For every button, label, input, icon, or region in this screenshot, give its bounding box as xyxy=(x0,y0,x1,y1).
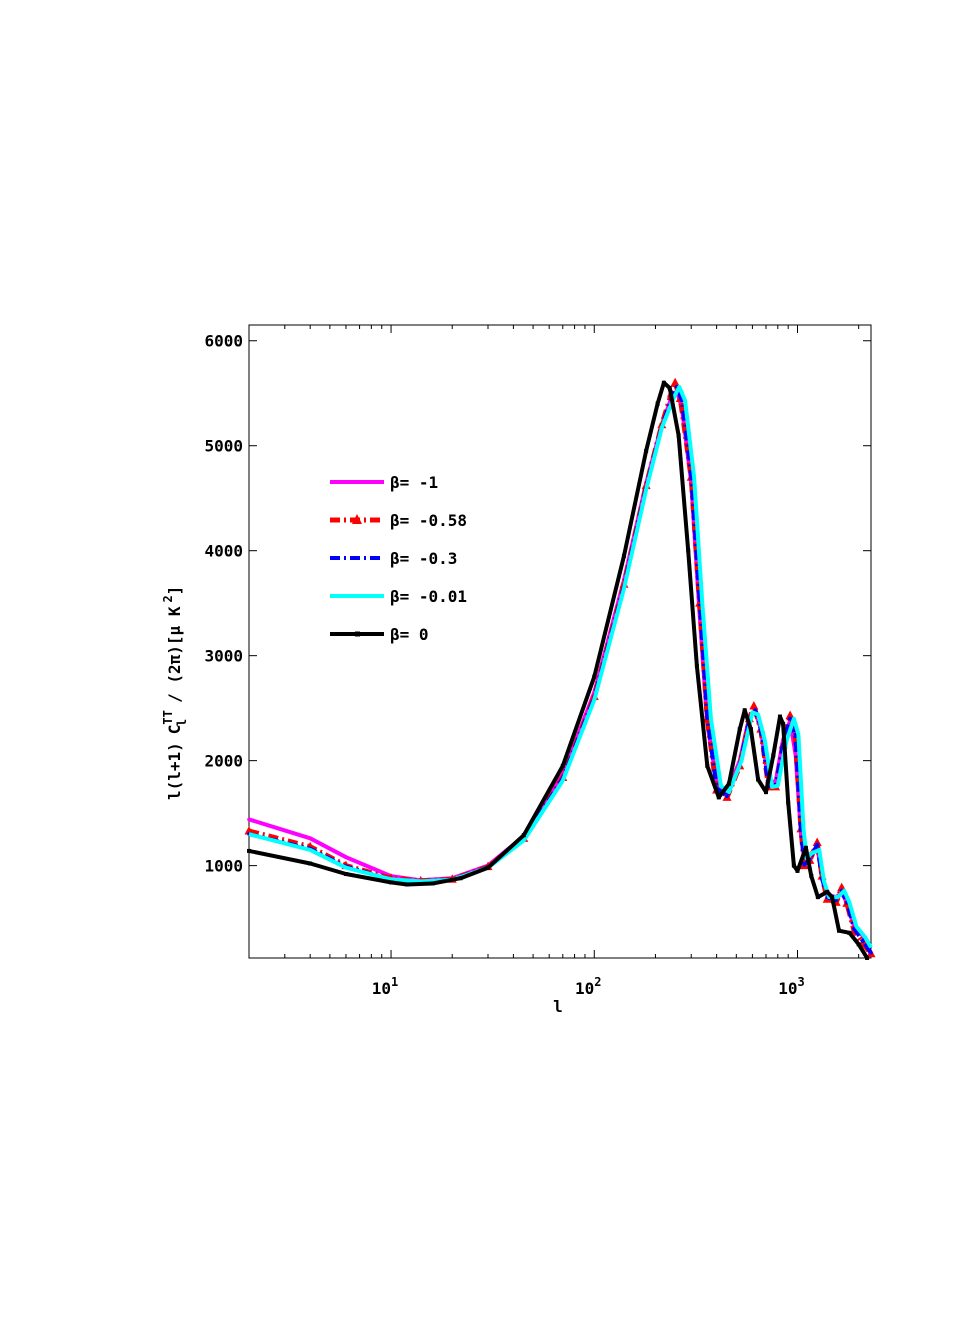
data-point xyxy=(676,433,681,438)
legend-label: β= 0 xyxy=(390,625,429,644)
data-point xyxy=(847,930,852,935)
y-tick-label: 4000 xyxy=(204,542,243,561)
legend-entry: β= -0.3 xyxy=(330,549,457,568)
series-line xyxy=(248,380,869,960)
y-tick-label: 2000 xyxy=(204,752,243,771)
data-point xyxy=(343,872,348,877)
data-point xyxy=(521,833,526,838)
data-point xyxy=(809,874,814,879)
data-point xyxy=(667,385,672,390)
data-point xyxy=(670,377,680,387)
series-5 xyxy=(247,380,870,960)
data-point xyxy=(247,848,251,853)
data-point xyxy=(458,876,463,881)
series-4 xyxy=(248,384,873,949)
data-point xyxy=(825,889,830,894)
plot-area xyxy=(248,324,872,959)
data-point xyxy=(308,836,312,841)
data-point xyxy=(830,895,835,900)
y-tick-label: 3000 xyxy=(204,647,243,666)
data-point xyxy=(244,825,254,835)
data-point xyxy=(756,777,761,782)
data-point xyxy=(686,548,691,553)
data-point xyxy=(308,861,313,866)
x-tick-label: 102 xyxy=(575,975,602,998)
legend-marker xyxy=(352,514,362,524)
legend-label: β= -1 xyxy=(390,473,438,492)
data-point xyxy=(661,380,666,385)
data-point xyxy=(405,882,410,887)
data-point xyxy=(777,714,782,719)
data-point xyxy=(771,753,776,758)
axes-layer: 1000 2000 3000 4000 5000 6000 101 102 103 xyxy=(204,325,871,998)
y-tick-label: 5000 xyxy=(204,437,243,456)
data-point xyxy=(344,855,348,860)
data-point xyxy=(560,763,565,768)
data-point xyxy=(869,950,873,955)
data-point xyxy=(791,863,796,868)
data-point xyxy=(430,881,435,886)
legend-label: β= -0.3 xyxy=(390,549,457,568)
series-layer xyxy=(244,377,876,960)
data-point xyxy=(861,939,865,944)
data-point xyxy=(786,800,791,805)
data-point xyxy=(748,727,753,732)
x-axis-label: l xyxy=(553,997,563,1016)
data-point xyxy=(486,865,491,870)
data-point xyxy=(764,790,769,795)
legend-marker xyxy=(355,631,360,637)
data-point xyxy=(705,714,710,719)
data-point xyxy=(655,401,660,406)
data-point xyxy=(725,794,729,799)
legend-entry: β= -0.58 xyxy=(330,511,467,530)
data-point xyxy=(389,880,394,885)
series-line xyxy=(248,384,873,949)
data-point xyxy=(803,845,808,850)
data-point xyxy=(749,701,759,710)
legend-entry: β= -0.01 xyxy=(330,587,467,606)
legend-entry: β= -1 xyxy=(330,473,438,492)
data-point xyxy=(815,842,819,847)
data-point xyxy=(716,795,721,800)
y-tick-label: 1000 xyxy=(204,857,243,876)
data-point xyxy=(705,763,710,768)
data-point xyxy=(856,942,861,947)
data-point xyxy=(865,956,870,960)
data-point xyxy=(799,832,803,836)
data-point xyxy=(726,781,731,786)
data-point xyxy=(812,837,822,847)
data-point xyxy=(834,898,838,903)
data-point xyxy=(621,553,626,558)
data-point xyxy=(788,716,792,721)
data-point xyxy=(836,928,841,933)
data-point xyxy=(795,868,800,873)
data-point xyxy=(742,708,747,713)
y-tick-label: 6000 xyxy=(204,332,243,351)
data-point xyxy=(247,817,251,822)
legend: β= -1 β= -0.58 β= -0.3 β= -0.01 β= 0 xyxy=(330,473,467,644)
y-axis-label: l(l+1)CTTl/ (2π)[μ K2] xyxy=(161,586,189,800)
legend-label: β= -0.58 xyxy=(390,511,467,530)
legend-label: β= -0.01 xyxy=(390,587,467,606)
data-point xyxy=(592,674,597,679)
legend-entry: β= 0 xyxy=(330,625,429,644)
x-tick-label: 101 xyxy=(372,975,399,998)
data-point xyxy=(694,664,699,669)
data-point xyxy=(781,721,786,726)
data-point xyxy=(644,448,649,453)
data-point xyxy=(737,727,742,732)
x-tick-label: 103 xyxy=(778,975,805,998)
data-point xyxy=(802,862,807,867)
data-point xyxy=(785,710,795,720)
data-point xyxy=(815,895,820,900)
